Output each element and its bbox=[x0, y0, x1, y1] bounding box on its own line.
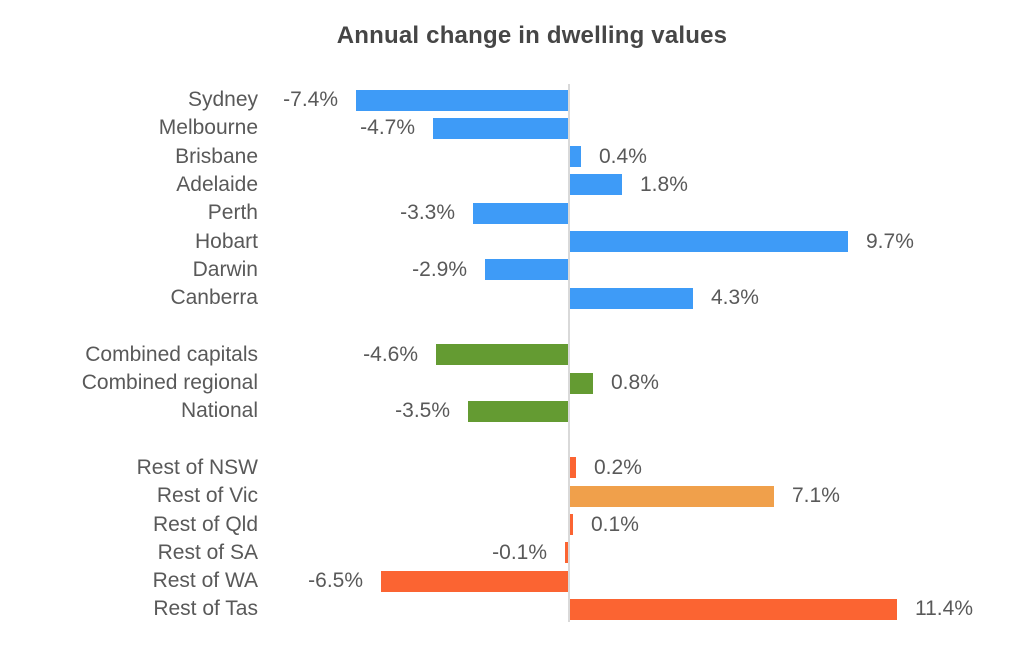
bar-darwin bbox=[485, 259, 568, 280]
category-label-national: National bbox=[180, 399, 258, 422]
category-label-perth: Perth bbox=[207, 201, 258, 224]
value-label-darwin: -2.9% bbox=[412, 258, 467, 281]
bar-adelaide bbox=[570, 174, 622, 195]
bar-rest-of-vic bbox=[570, 486, 774, 507]
bar-combined-regional bbox=[570, 373, 593, 394]
value-label-rest-of-qld: 0.1% bbox=[591, 513, 639, 536]
category-label-rest-of-tas: Rest of Tas bbox=[153, 597, 258, 620]
bar-rest-of-sa bbox=[565, 542, 568, 563]
bar-national bbox=[468, 401, 568, 422]
bar-rest-of-tas bbox=[570, 599, 897, 620]
category-label-adelaide: Adelaide bbox=[176, 173, 258, 196]
value-label-adelaide: 1.8% bbox=[640, 173, 688, 196]
category-label-combined-capitals: Combined capitals bbox=[85, 343, 258, 366]
value-label-combined-regional: 0.8% bbox=[611, 371, 659, 394]
category-label-rest-of-nsw: Rest of NSW bbox=[136, 456, 258, 479]
bar-hobart bbox=[570, 231, 848, 252]
value-label-melbourne: -4.7% bbox=[360, 116, 415, 139]
category-label-melbourne: Melbourne bbox=[158, 116, 258, 139]
bar-perth bbox=[473, 203, 568, 224]
category-label-darwin: Darwin bbox=[192, 258, 258, 281]
value-label-canberra: 4.3% bbox=[711, 286, 759, 309]
value-label-national: -3.5% bbox=[395, 399, 450, 422]
value-label-rest-of-vic: 7.1% bbox=[792, 484, 840, 507]
bar-rest-of-qld bbox=[570, 514, 573, 535]
category-label-sydney: Sydney bbox=[187, 88, 258, 111]
bar-sydney bbox=[356, 90, 568, 111]
value-label-rest-of-wa: -6.5% bbox=[308, 569, 363, 592]
zero-axis-line bbox=[568, 84, 570, 622]
category-label-rest-of-qld: Rest of Qld bbox=[152, 513, 258, 536]
bar-rest-of-nsw bbox=[570, 457, 576, 478]
value-label-rest-of-nsw: 0.2% bbox=[594, 456, 642, 479]
value-label-brisbane: 0.4% bbox=[599, 145, 647, 168]
category-label-rest-of-sa: Rest of SA bbox=[157, 541, 258, 564]
bar-combined-capitals bbox=[436, 344, 568, 365]
bar-rest-of-wa bbox=[381, 571, 568, 592]
value-label-combined-capitals: -4.6% bbox=[363, 343, 418, 366]
bar-canberra bbox=[570, 288, 693, 309]
category-label-brisbane: Brisbane bbox=[175, 145, 258, 168]
value-label-rest-of-tas: 11.4% bbox=[915, 597, 973, 620]
bar-brisbane bbox=[570, 146, 581, 167]
value-label-hobart: 9.7% bbox=[866, 230, 914, 253]
category-label-hobart: Hobart bbox=[194, 230, 258, 253]
value-label-rest-of-sa: -0.1% bbox=[492, 541, 547, 564]
category-label-rest-of-vic: Rest of Vic bbox=[156, 484, 258, 507]
value-label-sydney: -7.4% bbox=[283, 88, 338, 111]
category-label-rest-of-wa: Rest of WA bbox=[152, 569, 258, 592]
chart-title: Annual change in dwelling values bbox=[336, 22, 728, 49]
category-label-combined-regional: Combined regional bbox=[81, 371, 258, 394]
bar-melbourne bbox=[433, 118, 568, 139]
value-label-perth: -3.3% bbox=[400, 201, 455, 224]
category-label-canberra: Canberra bbox=[170, 286, 258, 309]
